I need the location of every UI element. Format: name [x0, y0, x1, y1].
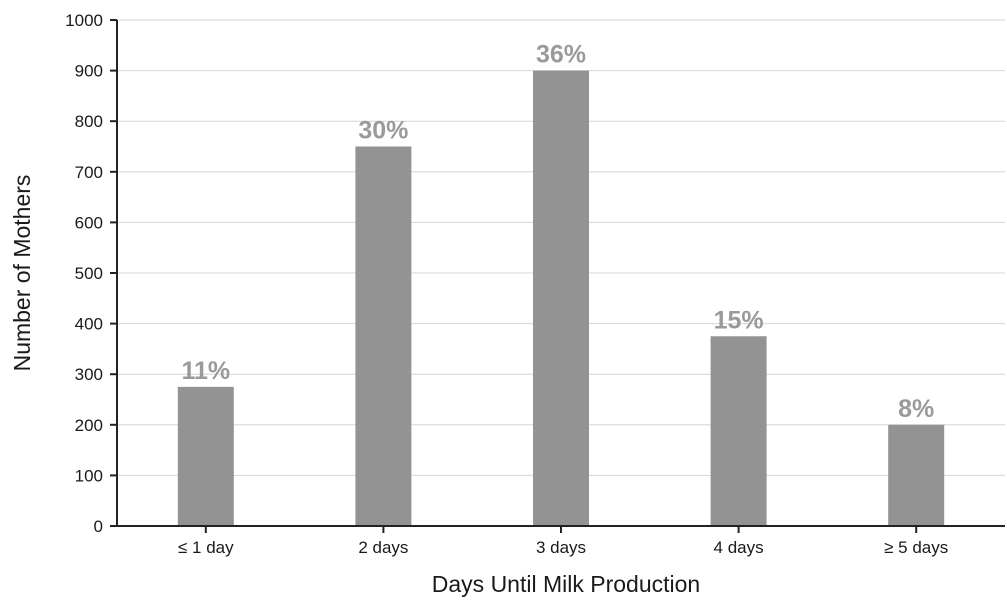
y-tick-label: 0	[94, 517, 103, 536]
y-tick-label: 800	[75, 112, 103, 131]
x-tick-label: ≤ 1 day	[178, 538, 234, 557]
y-tick-label: 200	[75, 416, 103, 435]
bar	[888, 424, 945, 526]
bars	[177, 70, 945, 526]
bar-data-label: 11%	[181, 357, 230, 385]
bar-data-label: 30%	[358, 117, 408, 145]
y-tick-label: 100	[75, 466, 103, 485]
y-tick-label: 500	[75, 264, 103, 283]
data-labels: 11% 30% 36% 15% 8%	[181, 41, 934, 423]
x-tick-label: 3 days	[536, 538, 586, 557]
bar	[177, 386, 234, 526]
y-tick-label: 600	[75, 213, 103, 232]
bar	[355, 146, 412, 526]
y-tick-label: 700	[75, 163, 103, 182]
bar	[710, 336, 767, 526]
x-tick-label: ≥ 5 days	[884, 538, 948, 557]
y-tick-label: 300	[75, 365, 103, 384]
x-axis-title: Days Until Milk Production	[432, 571, 700, 597]
y-axis-title: Number of Mothers	[9, 175, 35, 372]
bar-data-label: 15%	[714, 306, 764, 334]
y-axis-ticks: 0 100 200 300 400 500 600 700 800 900 1000	[65, 11, 117, 536]
y-tick-label: 900	[75, 62, 103, 81]
y-tick-label: 1000	[65, 11, 103, 30]
x-tick-label: 4 days	[714, 538, 764, 557]
y-tick-label: 400	[75, 315, 103, 334]
bar-data-label: 8%	[898, 395, 934, 423]
bar	[533, 70, 589, 526]
x-tick-label: 2 days	[358, 538, 408, 557]
bar-data-label: 36%	[536, 41, 586, 69]
x-axis-ticks: ≤ 1 day 2 days 3 days 4 days ≥ 5 days	[178, 526, 948, 557]
